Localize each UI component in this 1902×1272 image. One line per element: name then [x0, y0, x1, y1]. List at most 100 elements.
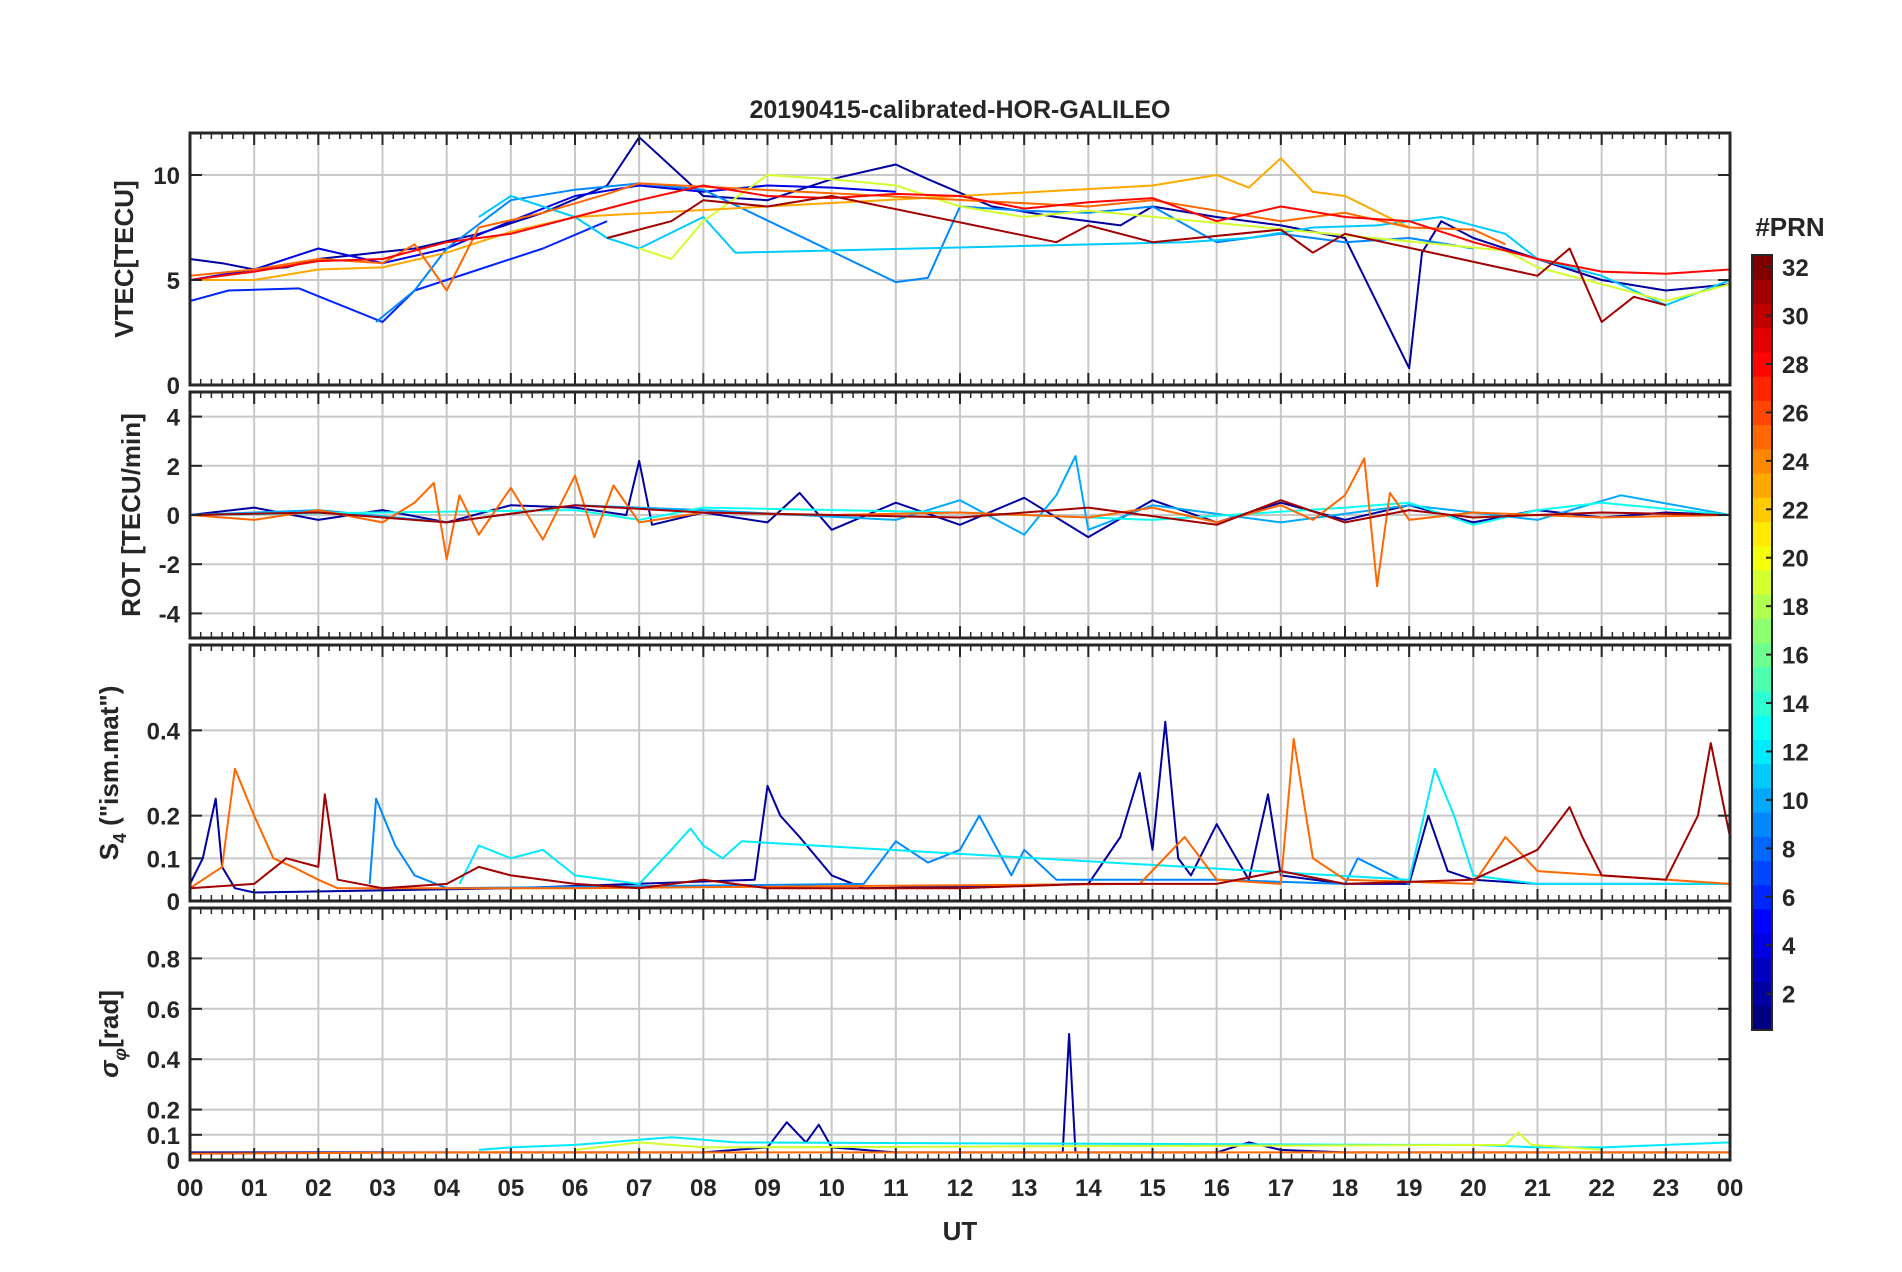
- x-tick-label: 20: [1460, 1175, 1487, 1202]
- series-prn-19: [574, 1131, 1602, 1151]
- colorbar-tick-label: 6: [1782, 885, 1795, 912]
- series-prn-12: [458, 767, 1730, 885]
- colorbar-segment: [1752, 376, 1772, 401]
- colorbar-segment: [1752, 884, 1772, 910]
- colorbar-tick-label: 26: [1782, 400, 1809, 427]
- colorbar-segment: [1752, 836, 1772, 862]
- rot-axes-box: [188, 390, 1732, 640]
- colorbar-segment: [1752, 957, 1772, 983]
- colorbar-segment: [1752, 521, 1772, 547]
- vtec-axes-box: [188, 131, 1732, 387]
- s4-ylabel: S4 ("ism.mat"): [94, 686, 130, 861]
- s4-grid: [190, 645, 1730, 901]
- colorbar-segment: [1752, 351, 1772, 377]
- colorbar-tick-label: 22: [1782, 497, 1809, 524]
- colorbar-label: #PRN: [1755, 212, 1824, 242]
- x-tick-label: 21: [1524, 1175, 1551, 1202]
- colorbar-tick-label: 10: [1782, 788, 1809, 815]
- y-tick-label: -4: [159, 601, 181, 628]
- y-tick-label: 0.1: [147, 846, 180, 873]
- colorbar-tick-label: 20: [1782, 546, 1809, 573]
- colorbar-frame: [1751, 254, 1773, 1031]
- x-tick-label: 13: [1011, 1175, 1038, 1202]
- colorbar-tick-label: 30: [1782, 304, 1809, 331]
- colorbar-tick-label: 2: [1782, 982, 1795, 1009]
- colorbar-segment: [1752, 424, 1772, 450]
- x-tick-label: 10: [818, 1175, 845, 1202]
- rot-ylabel: ROT [TECU/min]: [116, 413, 146, 617]
- series-prn-2: [190, 136, 1730, 370]
- colorbar-tick-label: 16: [1782, 643, 1809, 670]
- colorbar-segment: [1752, 497, 1772, 523]
- vtec-panel: 0 5 10 VTEC[TECU]: [109, 131, 1732, 400]
- x-tick-label: 04: [433, 1175, 460, 1202]
- series-prn-31: [190, 499, 1730, 526]
- y-tick-label: 5: [167, 268, 180, 295]
- colorbar-segment: [1752, 812, 1772, 837]
- series-prn-9: [368, 797, 1410, 890]
- colorbar-segment: [1752, 448, 1772, 474]
- colorbar-tick-label: 32: [1782, 255, 1809, 282]
- series-prn-6: [190, 220, 608, 323]
- y-tick-label: 0.4: [147, 1047, 181, 1074]
- s4-ticks: 0 0.1 0.2 0.4: [147, 645, 1731, 916]
- x-tick-label: 14: [1075, 1175, 1102, 1202]
- x-tick-label: 11: [883, 1175, 908, 1202]
- x-tick-label: 01: [241, 1175, 268, 1202]
- x-tick-label: 08: [690, 1175, 717, 1202]
- x-axis-label: UT: [943, 1216, 978, 1246]
- x-tick-labels: 00 01 02 03 04 05 06 07 08 09 10 11 12 13 14 15 16 17 18 19…: [177, 1175, 1744, 1202]
- y-tick-label: 0.2: [147, 1098, 180, 1125]
- rot-panel: -4 -2 0 2 4 ROT [TECU/min]: [116, 390, 1732, 640]
- colorbar-segment: [1752, 642, 1772, 668]
- colorbar-segment: [1752, 981, 1772, 1007]
- y-tick-label: 4: [167, 405, 181, 432]
- colorbar-segment: [1752, 303, 1772, 329]
- s4-axes-box: [188, 643, 1732, 903]
- x-tick-label: 18: [1332, 1175, 1359, 1202]
- colorbar-segment: [1752, 472, 1772, 498]
- sigma-panel: 00.10.2 0.4 0.6 0.8 σφ[rad]: [94, 906, 1732, 1175]
- colorbar-segment: [1752, 908, 1772, 934]
- sigma-axes-box: [188, 906, 1732, 1162]
- series-prn-4: [190, 184, 896, 281]
- colorbar-tick-label: 18: [1782, 594, 1809, 621]
- colorbar-segments: [1752, 255, 1772, 1031]
- x-tick-label: 19: [1396, 1175, 1423, 1202]
- series-prn-28: [190, 184, 1730, 281]
- y-tick-label: 0: [167, 889, 180, 916]
- colorbar-segment: [1752, 933, 1772, 958]
- y-tick-label: 2: [167, 454, 180, 481]
- x-tick-label: 09: [754, 1175, 781, 1202]
- sigma-grid: [190, 908, 1730, 1160]
- colorbar-segment: [1752, 594, 1772, 619]
- x-tick-label: 22: [1588, 1175, 1615, 1202]
- series-prn-11: [478, 195, 1730, 307]
- colorbar-segment: [1752, 569, 1772, 595]
- colorbar-segment: [1752, 400, 1772, 426]
- colorbar-segment: [1752, 666, 1772, 692]
- y-tick-label: 0: [167, 1148, 180, 1175]
- x-tick-label: 05: [497, 1175, 524, 1202]
- y-tick-label: 0: [167, 373, 180, 400]
- x-tick-label: 00: [177, 1175, 204, 1202]
- colorbar-segment: [1752, 1005, 1772, 1031]
- y-tick-label: -2: [159, 552, 180, 579]
- y-tick-label: 0.8: [147, 946, 180, 973]
- y-tick-label: 0.2: [147, 804, 180, 831]
- series-prn-9: [375, 182, 1474, 323]
- x-tick-label: 07: [626, 1175, 653, 1202]
- x-tick-label: 15: [1139, 1175, 1166, 1202]
- colorbar-segment: [1752, 618, 1772, 644]
- colorbar-tick-label: 4: [1782, 933, 1796, 960]
- series-prn-19: [638, 174, 1730, 302]
- series-prn-25: [190, 182, 1506, 292]
- colorbar-segment: [1752, 690, 1772, 716]
- series-prn-23: [190, 157, 1410, 281]
- colorbar-segment: [1752, 715, 1772, 740]
- x-tick-label: 03: [369, 1175, 396, 1202]
- colorbar-segment: [1752, 255, 1772, 280]
